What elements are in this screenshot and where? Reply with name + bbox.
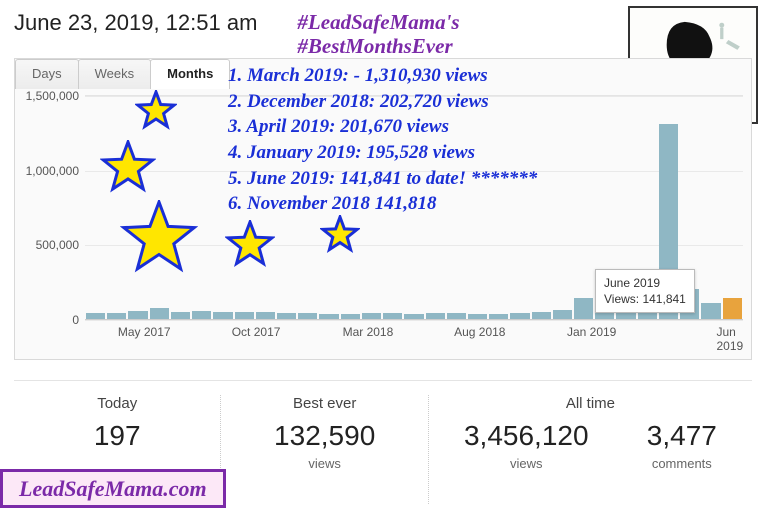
list-item: 4. January 2019: 195,528 views — [228, 140, 537, 166]
x-axis-labels: May 2017 Oct 2017 Mar 2018 Aug 2018 Jan 2019… — [85, 319, 743, 347]
stat-sub: comments — [647, 456, 717, 471]
range-tabs: Days Weeks Months — [15, 59, 229, 89]
y-tick-label: 0 — [19, 313, 79, 327]
stat-title: Best ever — [227, 395, 421, 412]
bar[interactable] — [150, 308, 169, 319]
hashtag-line: #LeadSafeMama's — [297, 10, 459, 34]
star-icon — [135, 90, 177, 137]
stat-all-time: All time 3,456,120 views 3,477 comments — [429, 395, 752, 504]
hashtag-line: #BestMonthsEver — [297, 34, 459, 58]
x-tick-label: Jun 2019 — [716, 325, 743, 353]
bar[interactable] — [192, 311, 211, 319]
list-item: 2. December 2018: 202,720 views — [228, 89, 537, 115]
x-tick-label: Mar 2018 — [343, 325, 394, 339]
x-tick-label: Oct 2017 — [232, 325, 281, 339]
bar[interactable] — [532, 312, 551, 319]
x-tick-label: Aug 2018 — [454, 325, 505, 339]
y-tick-label: 1,000,000 — [19, 164, 79, 178]
timestamp: June 23, 2019, 12:51 am — [14, 10, 257, 36]
stat-sub: views — [227, 456, 421, 471]
stat-value: 197 — [20, 420, 214, 452]
tab-months[interactable]: Months — [150, 59, 230, 89]
bar[interactable] — [574, 298, 593, 319]
stat-value: 3,456,120 — [464, 420, 589, 452]
stat-value: 132,590 — [227, 420, 421, 452]
y-tick-label: 1,500,000 — [19, 89, 79, 103]
bar[interactable] — [213, 312, 232, 319]
site-url-badge: LeadSafeMama.com — [0, 469, 226, 508]
star-icon — [320, 215, 360, 260]
bar[interactable] — [553, 310, 572, 319]
list-item: 6. November 2018 141,818 — [228, 191, 537, 217]
tab-days[interactable]: Days — [15, 59, 79, 89]
bar[interactable] — [701, 303, 720, 319]
list-item: 1. March 2019: - 1,310,930 views — [228, 63, 537, 89]
tooltip-views: Views: 141,841 — [604, 291, 686, 307]
star-icon — [120, 200, 198, 283]
list-item: 5. June 2019: 141,841 to date! ******* — [228, 166, 537, 192]
bar[interactable] — [723, 298, 742, 319]
tab-weeks[interactable]: Weeks — [78, 59, 152, 89]
stat-value: 3,477 — [647, 420, 717, 452]
bar[interactable] — [235, 312, 254, 319]
hashtags: #LeadSafeMama's #BestMonthsEver — [297, 10, 459, 58]
stat-best-ever: Best ever 132,590 views — [221, 395, 428, 504]
bar[interactable] — [128, 311, 147, 319]
x-tick-label: Jan 2019 — [567, 325, 616, 339]
best-months-list: 1. March 2019: - 1,310,930 views 2. Dece… — [228, 63, 537, 217]
stat-sub: views — [464, 456, 589, 471]
stat-title: Today — [20, 395, 214, 412]
list-item: 3. April 2019: 201,670 views — [228, 114, 537, 140]
hover-tooltip: June 2019 Views: 141,841 — [595, 269, 695, 313]
bar[interactable] — [171, 312, 190, 319]
star-icon — [225, 220, 275, 275]
x-tick-label: May 2017 — [118, 325, 171, 339]
stat-title: All time — [435, 395, 746, 412]
tooltip-month: June 2019 — [604, 275, 686, 291]
y-tick-label: 500,000 — [19, 238, 79, 252]
star-icon — [100, 140, 156, 201]
